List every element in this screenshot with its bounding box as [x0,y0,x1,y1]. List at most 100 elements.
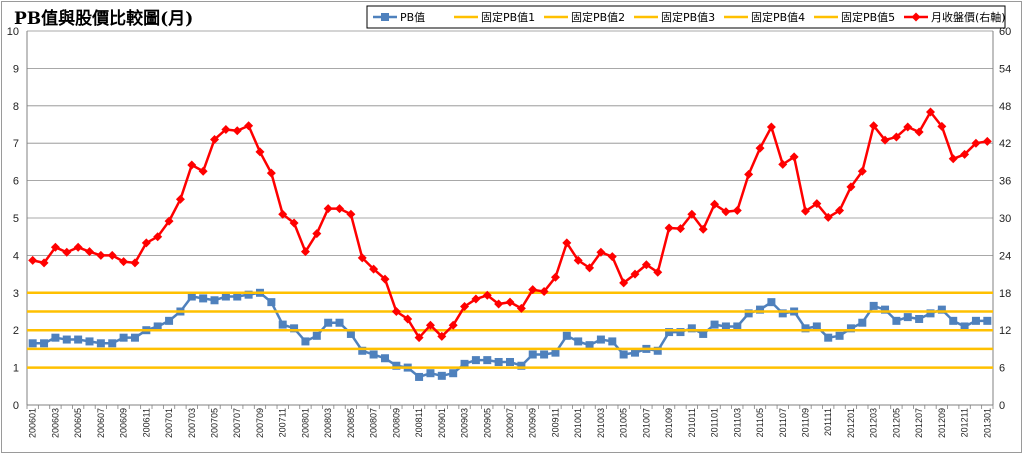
pb-point [653,346,662,355]
legend-marker [911,12,921,22]
price-point [380,274,390,284]
price-point [494,299,504,309]
pb-point [858,318,867,327]
x-tick-label: 200601 [28,408,38,438]
y-left-tick-label: 9 [13,63,19,75]
pb-point [346,329,355,338]
price-point [471,294,481,304]
price-point [425,320,435,330]
price-point [482,290,492,300]
pb-point [665,328,674,337]
pb-point [199,294,208,303]
legend-label: 固定PB值5 [841,10,895,24]
pb-point [710,320,719,329]
price-point [130,258,140,268]
y-left-tick-label: 3 [13,288,19,300]
y-right-tick-label: 30 [999,213,1011,225]
y-right-tick-label: 54 [999,63,1011,75]
y-left-tick-label: 4 [13,250,19,262]
x-tick-label: 200605 [73,408,83,438]
price-point [346,209,356,219]
x-tick-label: 200603 [50,408,60,438]
price-point [607,252,617,262]
price-point [800,206,810,216]
pb-point [62,335,71,344]
x-tick-label: 200705 [210,408,220,438]
pb-point [449,369,458,378]
price-point [857,166,867,176]
pb-point [40,339,49,348]
price-point [73,242,83,252]
pb-point [551,348,560,357]
price-point [289,218,299,228]
pb-point [233,292,242,301]
price-point [550,272,560,282]
x-tick-label: 200607 [96,408,106,438]
price-point [971,138,981,148]
y-right-tick-label: 12 [999,325,1011,337]
x-tick-label: 200609 [119,408,129,438]
x-tick-label: 201203 [869,408,879,438]
price-point [596,247,606,257]
price-point [698,224,708,234]
x-tick-label: 200707 [232,408,242,438]
pb-point [926,309,935,318]
x-tick-label: 201211 [960,408,970,437]
x-tick-label: 201207 [914,408,924,438]
pb-point [278,320,287,329]
pb-point [51,333,60,342]
price-point [50,242,60,252]
x-tick-label: 201109 [800,408,810,437]
price-point [232,126,242,136]
pb-point [835,331,844,340]
pb-point [949,316,958,325]
x-tick-label: 200907 [505,408,515,438]
pb-point [119,333,128,342]
price-point [835,206,845,216]
pb-point [187,292,196,301]
pb-point [687,324,696,333]
pb-point [244,290,253,299]
pb-point [562,331,571,340]
pb-point [846,324,855,333]
pb-point [437,371,446,380]
y-right-tick-label: 6 [999,363,1005,375]
pb-point [369,350,378,359]
pb-point [903,313,912,322]
x-tick-label: 201001 [573,408,583,438]
price-point [414,333,424,343]
pb-point [892,316,901,325]
y-left-tick-label: 6 [13,176,19,188]
pb-point [778,309,787,318]
price-point [505,297,515,307]
price-point [903,122,913,132]
price-point [641,260,651,270]
pb-point [517,361,526,370]
price-point [221,124,231,134]
legend-marker [381,13,389,21]
price-point [539,287,549,297]
pb-point [812,322,821,331]
x-tick-label: 200911 [550,408,560,437]
y-left-tick-label: 0 [13,400,19,412]
pb-point [676,328,685,337]
x-tick-label: 200701 [164,408,174,438]
y-right-tick-label: 42 [999,138,1011,150]
price-point [357,253,367,263]
price-point [869,121,879,131]
x-tick-label: 200903 [460,408,470,438]
price-point [335,204,345,214]
x-tick-label: 201101 [710,408,720,437]
pb-point [85,337,94,346]
x-tick-label: 200803 [323,408,333,438]
pb-point [460,359,469,368]
price-point [812,199,822,209]
price-point [210,134,220,144]
pb-point [960,322,969,331]
x-tick-label: 201201 [846,408,856,438]
price-point [880,135,890,145]
x-tick-label: 201011 [687,408,697,437]
x-tick-label: 200801 [300,408,310,438]
